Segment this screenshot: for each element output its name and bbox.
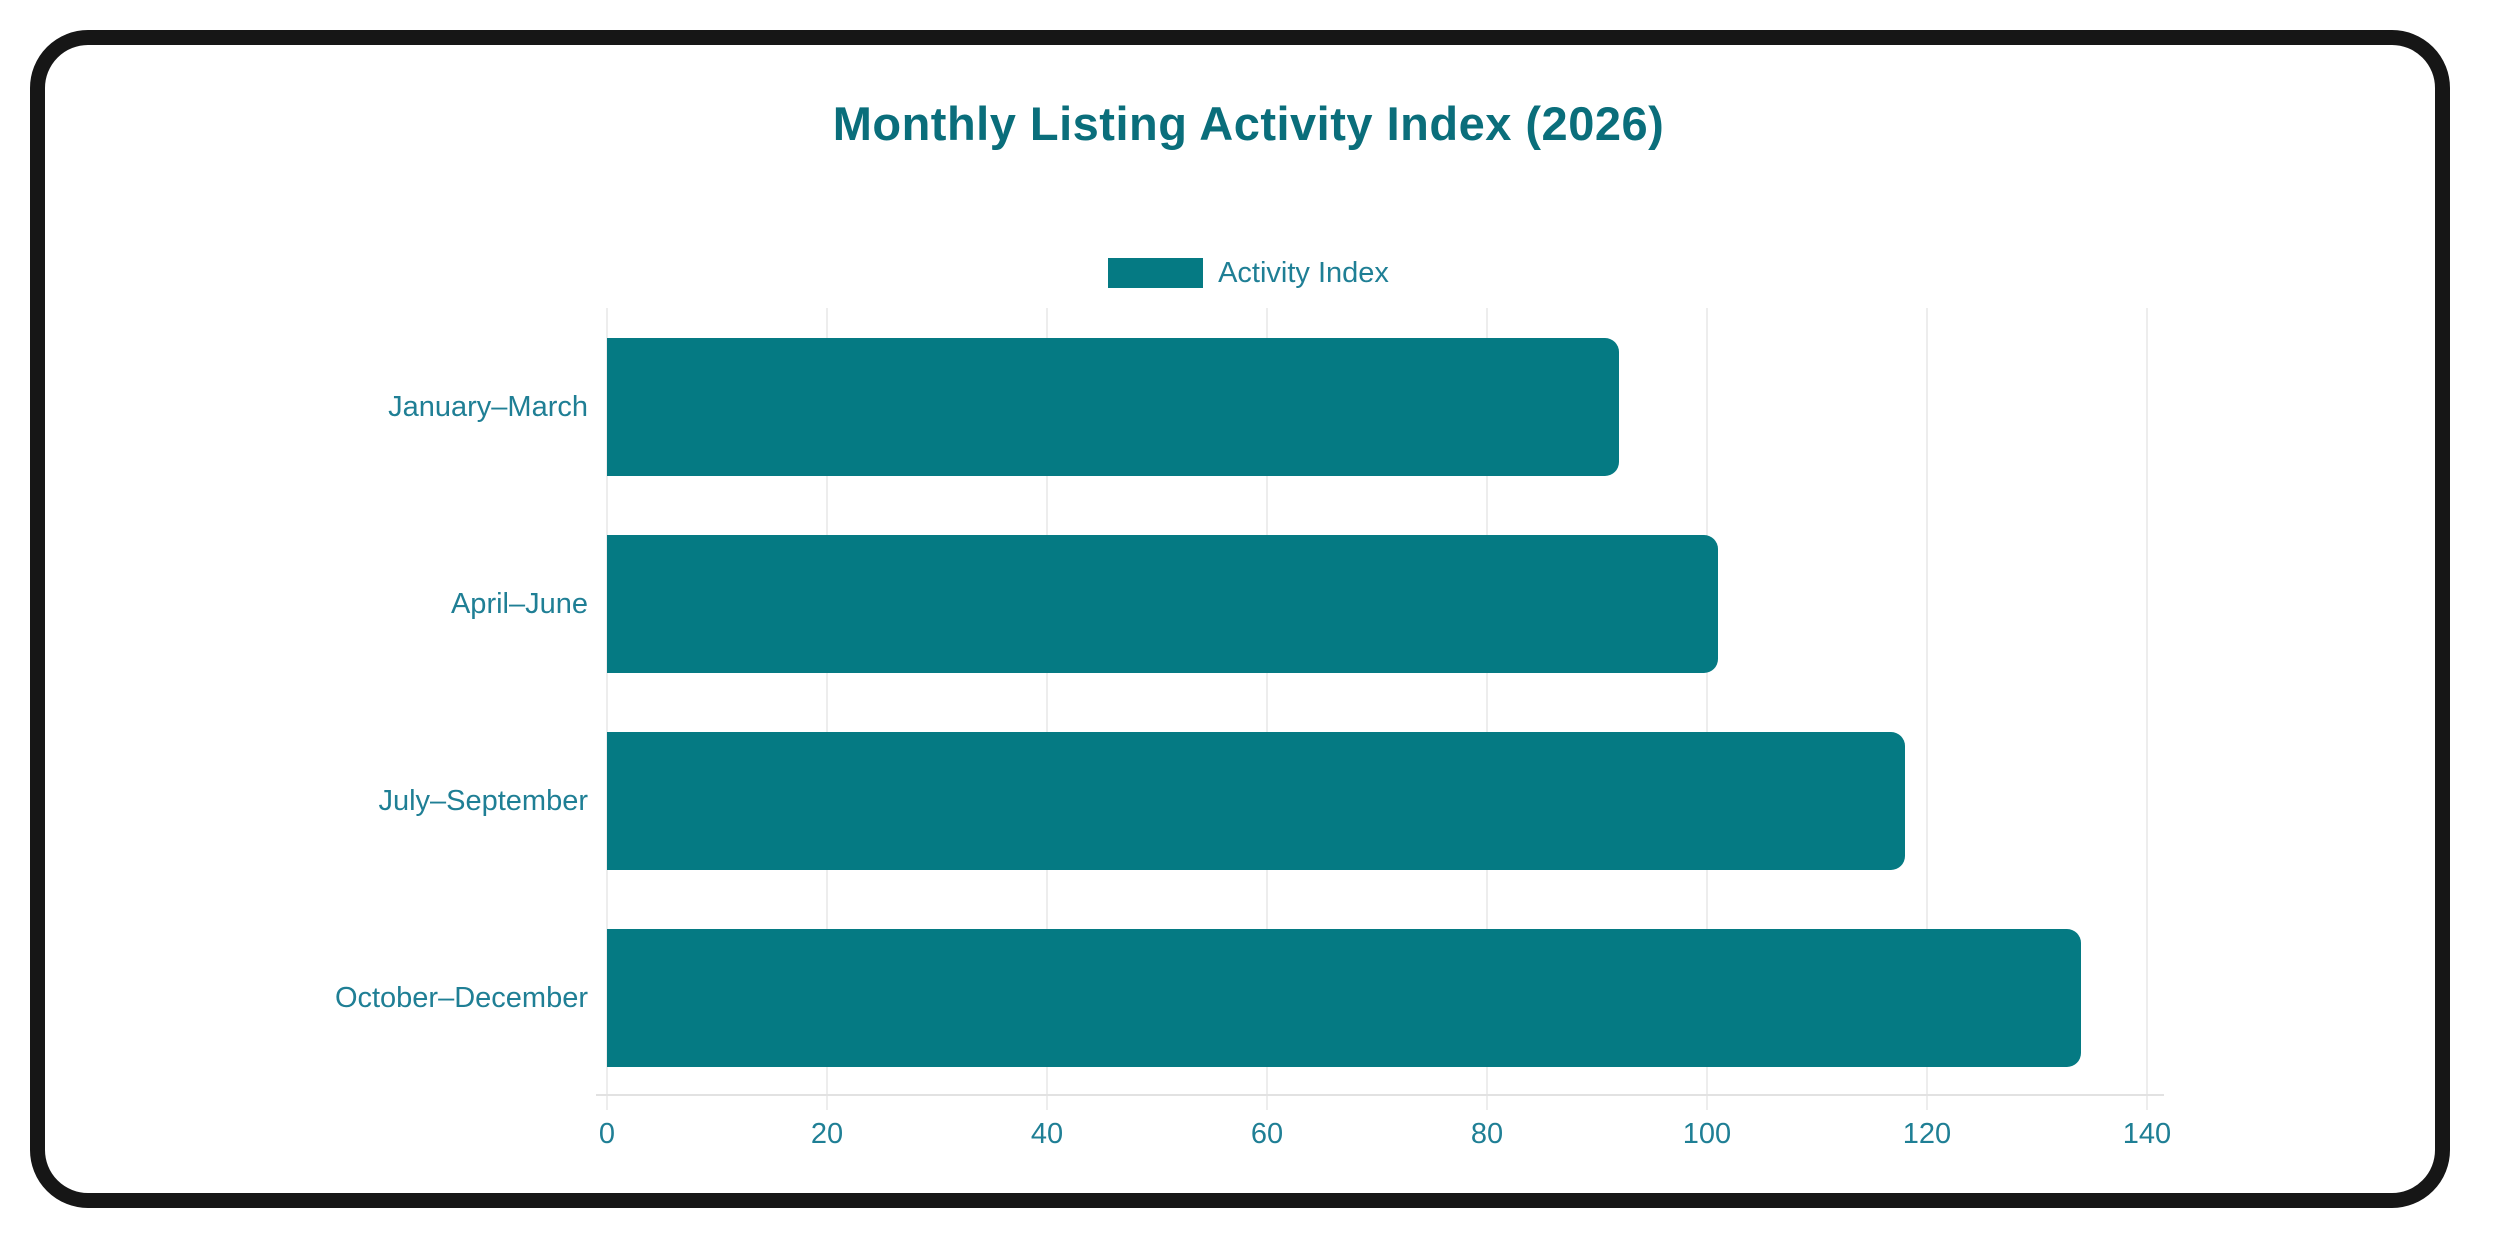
x-axis-line xyxy=(596,1094,2164,1096)
legend-color-swatch xyxy=(1108,258,1204,288)
bar-July–September[interactable] xyxy=(607,731,1905,870)
x-axis-tick-label: 80 xyxy=(1470,1118,1504,1150)
x-axis-tick-label: 20 xyxy=(810,1118,844,1150)
x-axis-tick-label: 140 xyxy=(2122,1118,2172,1150)
x-axis-tick-label: 0 xyxy=(598,1118,616,1150)
x-gridline xyxy=(826,308,828,1110)
legend-label: Activity Index xyxy=(1218,257,1389,289)
y-axis-category-label: April–June xyxy=(450,587,588,620)
bar-April–June[interactable] xyxy=(607,534,1718,673)
legend[interactable]: Activity Index xyxy=(0,258,2497,288)
bar-October–December[interactable] xyxy=(607,928,2081,1067)
x-gridline xyxy=(1486,308,1488,1110)
x-gridline xyxy=(1266,308,1268,1110)
bar-January–March[interactable] xyxy=(607,337,1619,476)
y-axis-category-label: January–March xyxy=(388,390,588,423)
y-axis-category-label: July–September xyxy=(378,784,588,817)
x-gridline xyxy=(1706,308,1708,1110)
x-axis-tick-label: 40 xyxy=(1030,1118,1064,1150)
x-gridline xyxy=(2146,308,2148,1110)
chart-title: Monthly Listing Activity Index (2026) xyxy=(832,97,1665,150)
x-axis-tick-label: 120 xyxy=(1902,1118,1952,1150)
x-axis-tick-label: 60 xyxy=(1250,1118,1284,1150)
x-gridline xyxy=(1926,308,1928,1110)
x-gridline xyxy=(1046,308,1048,1110)
x-gridline xyxy=(606,308,608,1110)
x-axis-tick-label: 100 xyxy=(1682,1118,1732,1150)
y-axis-category-label: October–December xyxy=(334,981,588,1014)
